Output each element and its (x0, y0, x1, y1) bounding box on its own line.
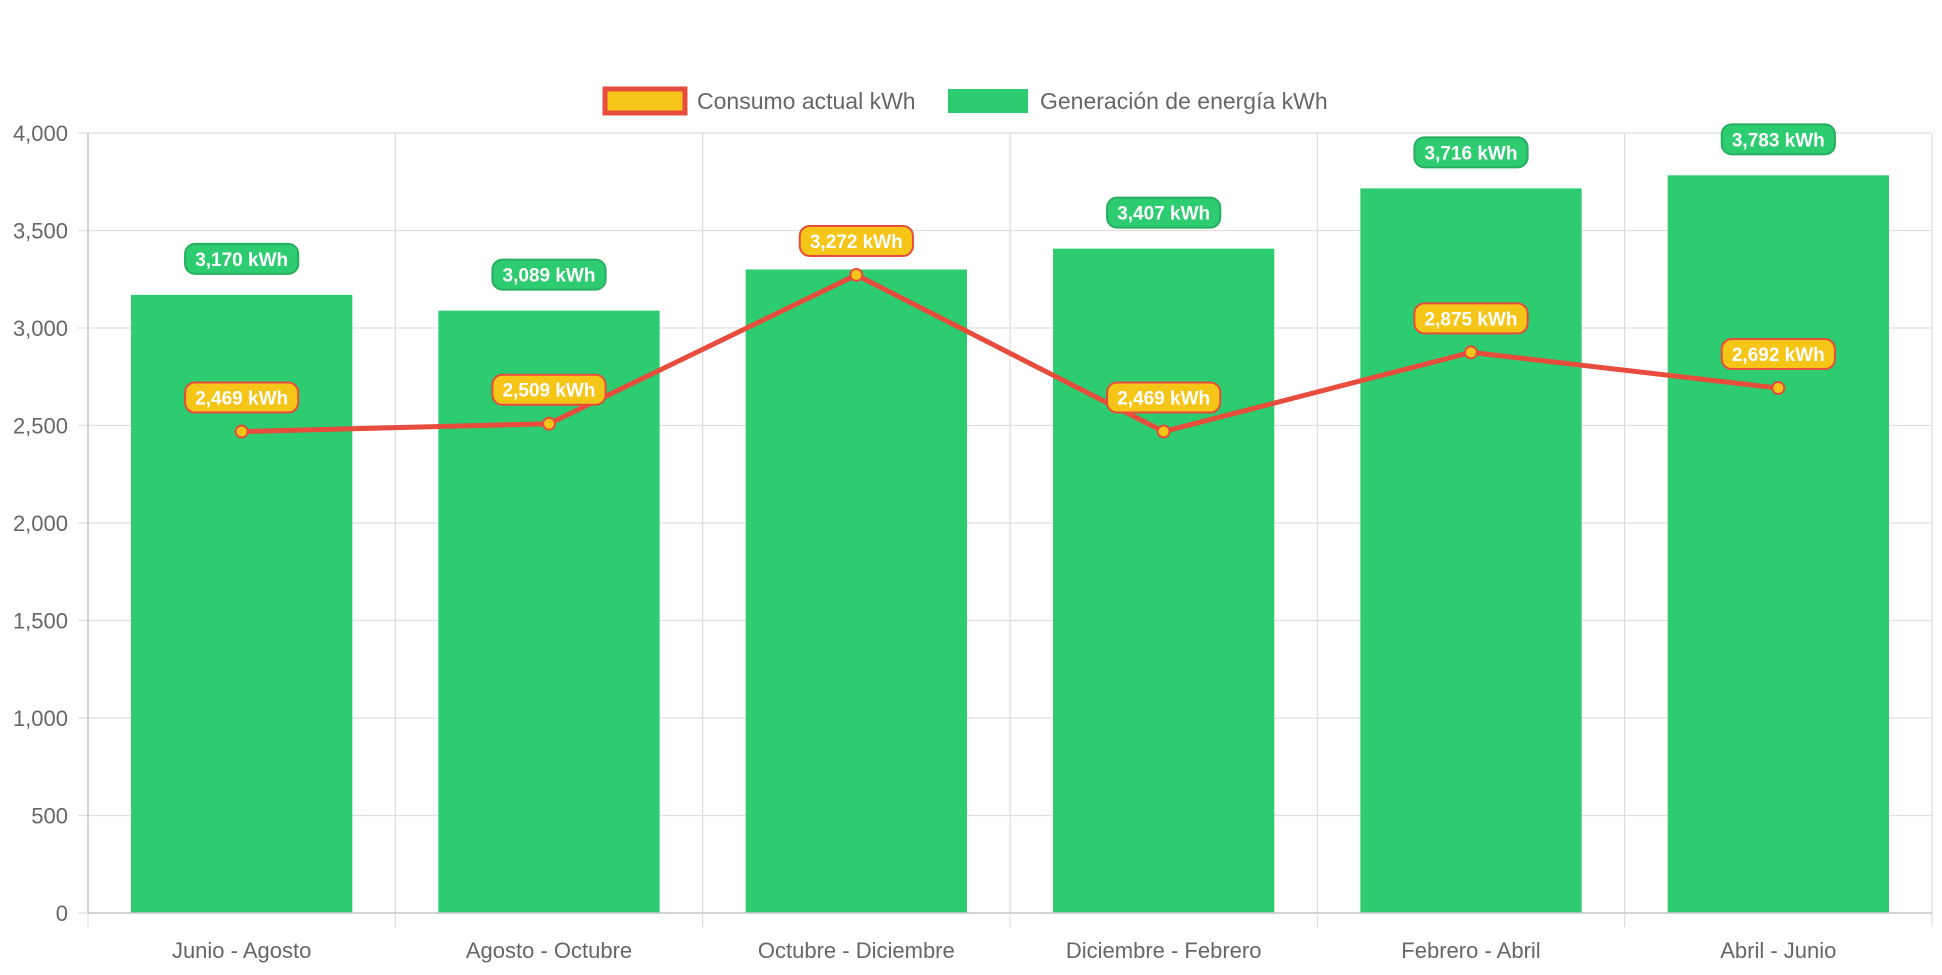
x-tick-label-diciembre-febrero: Diciembre - Febrero (1066, 938, 1262, 963)
bar-value-label-diciembre-febrero: 3,407 kWh (1106, 196, 1222, 229)
y-tick-label: 3,000 (13, 316, 68, 341)
y-tick-label: 4,000 (13, 121, 68, 146)
axis-layer: 0 500 1,000 1,500 2,000 2,500 3,000 3,500 4,000 J… (13, 121, 1932, 963)
line-value-label-abril-junio-text: 2,692 kWh (1732, 345, 1825, 366)
legend-label-consumo[interactable]: Consumo actual kWh (697, 88, 916, 114)
consumption-line (241, 272, 1779, 435)
bar-febrero-abril[interactable] (1360, 188, 1582, 913)
line-value-label-febrero-abril-background (1413, 302, 1529, 335)
line-value-label-diciembre-febrero-text: 2,469 kWh (1117, 389, 1210, 410)
line-value-label-octubre-diciembre-text: 3,272 kWh (810, 232, 903, 253)
line-value-label-junio-agosto-background (184, 381, 300, 414)
bar-value-label-agosto-octubre: 3,089 kWh (491, 258, 607, 291)
line-value-label-octubre-diciembre-background (798, 224, 914, 257)
bar-value-label-febrero-abril-text: 3,716 kWh (1425, 143, 1518, 164)
line-point-junio-agosto[interactable] (234, 424, 249, 439)
line-value-label-octubre-diciembre: 3,272 kWh (798, 224, 914, 257)
line-value-label-febrero-abril: 2,875 kWh (1413, 302, 1529, 335)
bar-value-label-febrero-abril: 3,716 kWh (1413, 136, 1529, 169)
x-tick-label-febrero-abril: Febrero - Abril (1401, 938, 1540, 963)
line-point-diciembre-febrero[interactable] (1156, 424, 1171, 439)
legend[interactable]: Consumo actual kWh Generación de energía … (602, 86, 1328, 116)
line-value-label-diciembre-febrero: 2,469 kWh (1106, 381, 1222, 414)
y-tick-label: 1,000 (13, 706, 68, 731)
line-value-label-febrero-abril-text: 2,875 kWh (1425, 309, 1518, 330)
bar-value-label-abril-junio: 3,783 kWh (1720, 123, 1836, 156)
grid-layer (87, 132, 1933, 927)
bar-value-label-agosto-octubre-background (491, 258, 607, 291)
x-tick-label-octubre-diciembre: Octubre - Diciembre (758, 938, 955, 963)
line-value-label-agosto-octubre-text: 2,509 kWh (503, 381, 596, 402)
bar-value-label-agosto-octubre-text: 3,089 kWh (503, 266, 596, 287)
line-layer (234, 267, 1786, 439)
line-value-label-abril-junio: 2,692 kWh (1720, 338, 1836, 371)
line-point-agosto-octubre[interactable] (542, 416, 556, 431)
legend-swatch-consumo[interactable] (602, 86, 688, 116)
y-tick-label: 2,000 (13, 511, 68, 536)
bar-value-label-abril-junio-background (1720, 123, 1836, 156)
bar-value-label-abril-junio-text: 3,783 kWh (1732, 130, 1825, 151)
line-value-label-junio-agosto-text: 2,469 kWh (195, 389, 288, 410)
line-point-febrero-abril[interactable] (1464, 345, 1478, 360)
bar-value-label-junio-agosto-text: 3,170 kWh (195, 250, 288, 271)
line-point-abril-junio[interactable] (1771, 381, 1786, 396)
line-value-label-diciembre-febrero-background (1106, 381, 1222, 414)
line-point-octubre-diciembre[interactable] (849, 267, 864, 282)
y-tick-label: 3,500 (13, 219, 68, 244)
x-tick-label-agosto-octubre: Agosto - Octubre (466, 938, 632, 963)
bar-octubre-diciembre[interactable] (745, 269, 967, 914)
y-tick-label: 2,500 (13, 414, 68, 439)
line-value-label-junio-agosto: 2,469 kWh (184, 381, 300, 414)
bar-diciembre-febrero[interactable] (1053, 248, 1275, 913)
bar-value-label-diciembre-febrero-text: 3,407 kWh (1117, 204, 1210, 225)
data-label-layer: 3,170 kWh 3,089 kWh 3,407 kWh 3,716 kWh 3,78… (184, 123, 1836, 414)
legend-swatch-generacion[interactable] (948, 89, 1028, 113)
legend-label-generacion[interactable]: Generación de energía kWh (1040, 88, 1328, 114)
bar-value-label-febrero-abril-background (1413, 136, 1529, 169)
bar-agosto-octubre[interactable] (438, 310, 660, 913)
bar-value-label-junio-agosto: 3,170 kWh (184, 242, 300, 275)
bar-layer (131, 175, 1889, 914)
y-tick-label: 0 (56, 901, 68, 926)
y-tick-label: 500 (31, 804, 68, 829)
bar-value-label-diciembre-febrero-background (1106, 196, 1222, 229)
bar-value-label-junio-agosto-background (184, 242, 300, 275)
line-value-label-agosto-octubre: 2,509 kWh (491, 373, 607, 406)
line-value-label-abril-junio-background (1720, 338, 1836, 371)
x-tick-label-junio-agosto: Junio - Agosto (172, 938, 311, 963)
y-tick-label: 1,500 (13, 609, 68, 634)
line-value-label-agosto-octubre-background (491, 373, 607, 406)
bar-abril-junio[interactable] (1667, 175, 1889, 913)
x-tick-label-abril-junio: Abril - Junio (1720, 938, 1836, 963)
